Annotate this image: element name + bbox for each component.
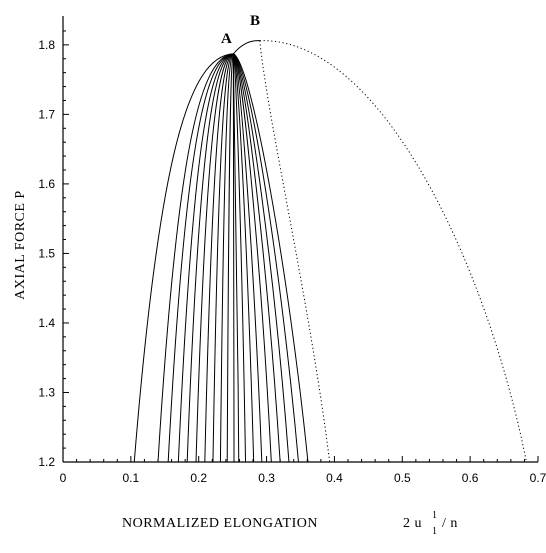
x-axis-math-base: 2 u (403, 516, 422, 531)
x-axis-math-tail: / n (442, 516, 458, 531)
bifurcation-branch-curve (212, 53, 247, 463)
envelope-left-dotted-curve (259, 40, 331, 463)
y-tick-label: 1.3 (38, 385, 55, 399)
y-tick-label: 1.6 (38, 177, 55, 191)
x-tick-label: 0.5 (394, 471, 411, 485)
bifurcation-branch-curve (204, 53, 255, 463)
x-tick-label: 0.3 (258, 471, 275, 485)
x-tick-label: 0.1 (123, 471, 140, 485)
bifurcation-branch-curve (177, 53, 281, 463)
point-label-a: A (221, 31, 232, 47)
axes (62, 16, 538, 463)
x-axis-title: NORMALIZED ELONGATION 2 u 1 1 / n (122, 510, 458, 537)
x-axis-math-sup: 1 (432, 510, 438, 521)
x-axis-math-sub: 1 (432, 526, 438, 537)
y-tick-label: 1.2 (38, 455, 55, 469)
x-axis-title-text: NORMALIZED ELONGATION (122, 516, 318, 531)
y-tick-label: 1.4 (38, 316, 55, 330)
y-tick-label: 1.8 (38, 38, 55, 52)
point-label-b: B (250, 13, 260, 29)
y-axis-title: AXIAL FORCE P (13, 190, 28, 299)
ticks: 0 0.1 0.2 0.3 0.4 0.5 0.6 0.7 1.2 1.3 1.4 1.5 1.6 1.7… (38, 30, 546, 485)
bifurcation-branch-curve (226, 52, 235, 463)
curves (133, 40, 527, 463)
y-tick-label: 1.7 (38, 107, 55, 121)
x-tick-label: 0 (60, 471, 67, 485)
bifurcation-branch-curve (186, 53, 272, 463)
x-tick-label: 0.2 (190, 471, 207, 485)
x-tick-label: 0.6 (462, 471, 479, 485)
x-tick-label: 0.4 (326, 471, 343, 485)
envelope-right-dotted-curve (259, 40, 527, 463)
y-tick-label: 1.5 (38, 246, 55, 260)
x-tick-label: 0.7 (530, 471, 546, 485)
curve-a-to-b (232, 40, 260, 55)
